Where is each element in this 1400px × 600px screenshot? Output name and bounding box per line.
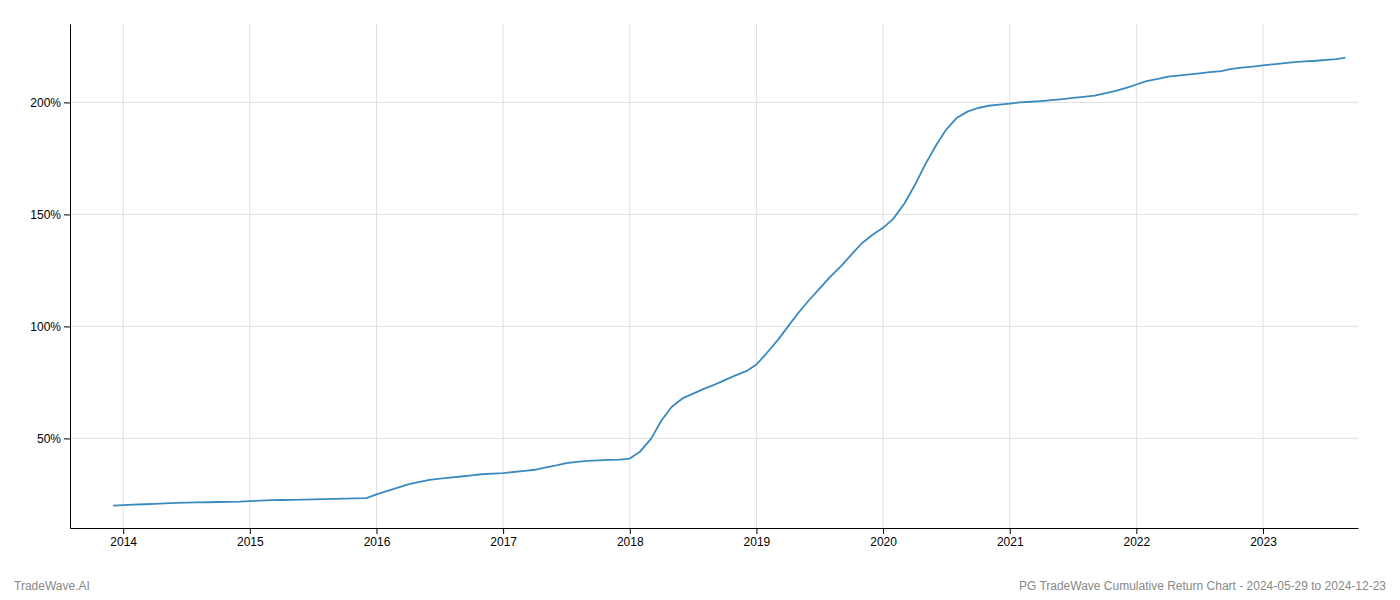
x-tick-mark: [1263, 528, 1264, 534]
x-tick-mark: [376, 528, 377, 534]
y-tick-label: 50%: [37, 432, 61, 446]
y-tick: 50%: [37, 432, 70, 446]
x-tick-mark: [1010, 528, 1011, 534]
x-grid-line: [1009, 24, 1010, 528]
x-tick-mark: [630, 528, 631, 534]
x-tick-label: 2014: [110, 535, 137, 549]
x-tick-mark: [1136, 528, 1137, 534]
x-tick-mark: [756, 528, 757, 534]
y-grid-line: [70, 214, 1358, 215]
x-grid-line: [629, 24, 630, 528]
x-grid-line: [503, 24, 504, 528]
x-tick-mark: [503, 528, 504, 534]
x-tick: 2017: [490, 528, 517, 549]
x-tick-label: 2020: [870, 535, 897, 549]
y-tick-label: 200%: [30, 96, 61, 110]
y-axis: 50% 100% 150% 200%: [30, 25, 70, 529]
y-grid-line: [70, 326, 1358, 327]
x-tick: 2022: [1124, 528, 1151, 549]
x-grid-line: [1263, 24, 1264, 528]
x-tick-mark: [123, 528, 124, 534]
title: PG TradeWave Cumulative Return Chart - 2…: [1019, 579, 1386, 593]
x-grid-line: [1136, 24, 1137, 528]
x-tick-label: 2018: [617, 535, 644, 549]
x-tick-label: 2017: [490, 535, 517, 549]
x-tick-label: 2015: [237, 535, 264, 549]
grid: [70, 24, 1358, 528]
x-grid-line: [756, 24, 757, 528]
x-tick-mark: [250, 528, 251, 534]
y-tick-mark: [64, 102, 70, 103]
line: [113, 58, 1345, 506]
y-axis-line: [70, 25, 71, 529]
x-grid-line: [123, 24, 124, 528]
x-tick-label: 2021: [997, 535, 1024, 549]
x-tick: 2020: [870, 528, 897, 549]
x-grid-line: [376, 24, 377, 528]
y-tick-mark: [64, 326, 70, 327]
y-tick: 100%: [30, 320, 70, 334]
x-tick-mark: [883, 528, 884, 534]
x-tick: 2019: [744, 528, 771, 549]
x-axis-line: [71, 528, 1359, 529]
y-tick: 150%: [30, 208, 70, 222]
chart: 2014 2015 2016 2017 2018 2019 2020 2021 2022 2023…: [0, 0, 1400, 600]
y-grid-line: [70, 438, 1358, 439]
x-tick: 2018: [617, 528, 644, 549]
x-tick: 2014: [110, 528, 137, 549]
annotation: TradeWave.AI: [14, 579, 90, 593]
x-grid-line: [883, 24, 884, 528]
x-axis: 2014 2015 2016 2017 2018 2019 2020 2021 2022 2023: [71, 528, 1359, 549]
y-tick-label: 100%: [30, 320, 61, 334]
y-tick: 200%: [30, 96, 70, 110]
x-grid-line: [249, 24, 250, 528]
x-tick-label: 2016: [364, 535, 391, 549]
y-grid-line: [70, 102, 1358, 103]
x-tick-label: 2023: [1250, 535, 1277, 549]
x-tick-label: 2019: [744, 535, 771, 549]
x-tick: 2023: [1250, 528, 1277, 549]
y-tick-mark: [64, 438, 70, 439]
x-tick: 2016: [364, 528, 391, 549]
x-tick: 2015: [237, 528, 264, 549]
y-tick-mark: [64, 214, 70, 215]
x-tick: 2021: [997, 528, 1024, 549]
x-tick-label: 2022: [1124, 535, 1151, 549]
plot-area: [113, 58, 1345, 506]
y-tick-label: 150%: [30, 208, 61, 222]
